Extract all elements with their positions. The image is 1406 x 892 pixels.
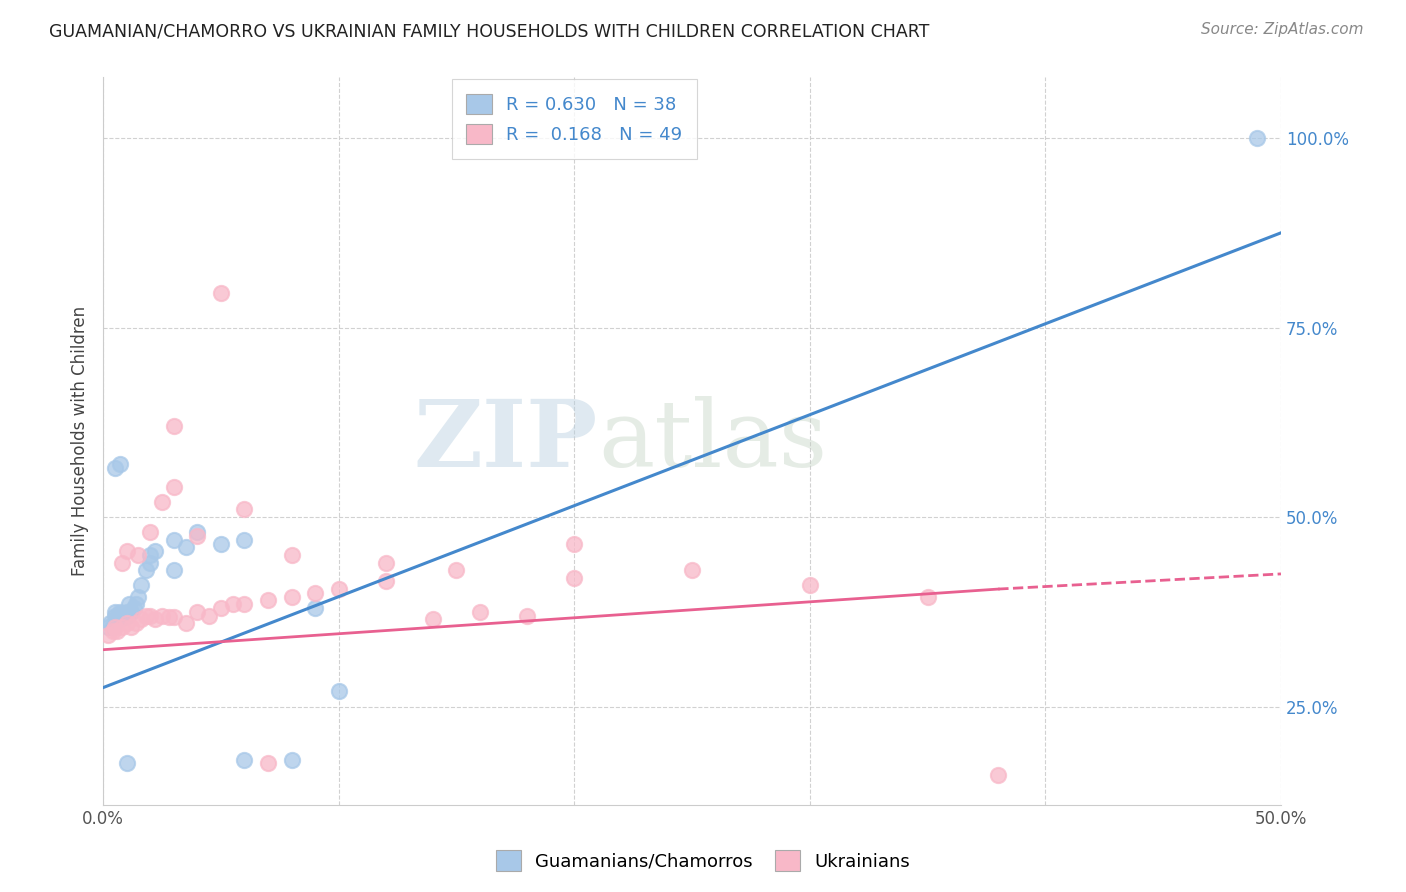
Y-axis label: Family Households with Children: Family Households with Children [72, 306, 89, 576]
Point [115, 544, 138, 558]
Point [681, 563, 703, 577]
Point [163, 533, 186, 547]
Point [186, 529, 208, 543]
Point [233, 597, 256, 611]
Point [115, 608, 138, 623]
Point [97, 620, 120, 634]
Point [304, 586, 326, 600]
Point [108, 457, 131, 471]
Point [987, 768, 1010, 782]
Point [562, 536, 585, 550]
Point [186, 605, 208, 619]
Point [139, 608, 162, 623]
Point [105, 624, 128, 638]
Point [422, 612, 444, 626]
Point [101, 620, 124, 634]
Point [157, 610, 180, 624]
Point [163, 563, 186, 577]
Point [112, 610, 135, 624]
Point [104, 608, 127, 623]
Point [143, 612, 166, 626]
Point [98, 616, 121, 631]
Point [135, 608, 157, 623]
Point [104, 460, 127, 475]
Point [468, 605, 491, 619]
Point [374, 574, 396, 589]
Point [129, 578, 152, 592]
Point [163, 480, 186, 494]
Point [135, 563, 157, 577]
Point [280, 548, 302, 562]
Point [446, 563, 468, 577]
Point [233, 502, 256, 516]
Point [280, 753, 302, 767]
Legend: R = 0.630   N = 38, R =  0.168   N = 49: R = 0.630 N = 38, R = 0.168 N = 49 [451, 79, 696, 159]
Point [115, 616, 138, 631]
Point [101, 624, 124, 638]
Point [105, 610, 128, 624]
Point [125, 616, 148, 631]
Point [174, 616, 197, 631]
Point [139, 548, 162, 562]
Point [257, 593, 280, 607]
Point [233, 533, 256, 547]
Point [125, 597, 148, 611]
Point [280, 590, 302, 604]
Point [108, 605, 131, 619]
Point [105, 612, 128, 626]
Text: ZIP: ZIP [413, 396, 598, 486]
Point [198, 608, 221, 623]
Text: atlas: atlas [598, 396, 827, 486]
Point [111, 608, 134, 623]
Point [143, 544, 166, 558]
Point [127, 590, 149, 604]
Point [97, 627, 120, 641]
Point [516, 608, 538, 623]
Point [304, 601, 326, 615]
Point [221, 597, 243, 611]
Point [799, 578, 821, 592]
Legend: Guamanians/Chamorros, Ukrainians: Guamanians/Chamorros, Ukrainians [488, 843, 918, 879]
Point [233, 753, 256, 767]
Point [209, 286, 232, 301]
Point [328, 684, 350, 698]
Point [115, 605, 138, 619]
Point [115, 756, 138, 771]
Point [328, 582, 350, 596]
Point [150, 495, 173, 509]
Point [163, 419, 186, 434]
Point [186, 525, 208, 540]
Point [150, 608, 173, 623]
Point [111, 607, 134, 621]
Point [917, 590, 939, 604]
Point [108, 607, 131, 621]
Point [104, 605, 127, 619]
Text: GUAMANIAN/CHAMORRO VS UKRAINIAN FAMILY HOUSEHOLDS WITH CHILDREN CORRELATION CHAR: GUAMANIAN/CHAMORRO VS UKRAINIAN FAMILY H… [49, 22, 929, 40]
Point [127, 548, 149, 562]
Point [104, 620, 127, 634]
Point [139, 556, 162, 570]
Point [120, 620, 142, 634]
Point [562, 571, 585, 585]
Text: Source: ZipAtlas.com: Source: ZipAtlas.com [1201, 22, 1364, 37]
Point [118, 597, 141, 611]
Point [209, 536, 232, 550]
Point [1246, 131, 1268, 145]
Point [139, 525, 162, 540]
Point [257, 756, 280, 771]
Point [374, 556, 396, 570]
Point [209, 601, 232, 615]
Point [111, 620, 134, 634]
Point [120, 605, 142, 619]
Point [163, 610, 186, 624]
Point [122, 601, 145, 615]
Point [111, 556, 134, 570]
Point [129, 612, 152, 626]
Point [174, 541, 197, 555]
